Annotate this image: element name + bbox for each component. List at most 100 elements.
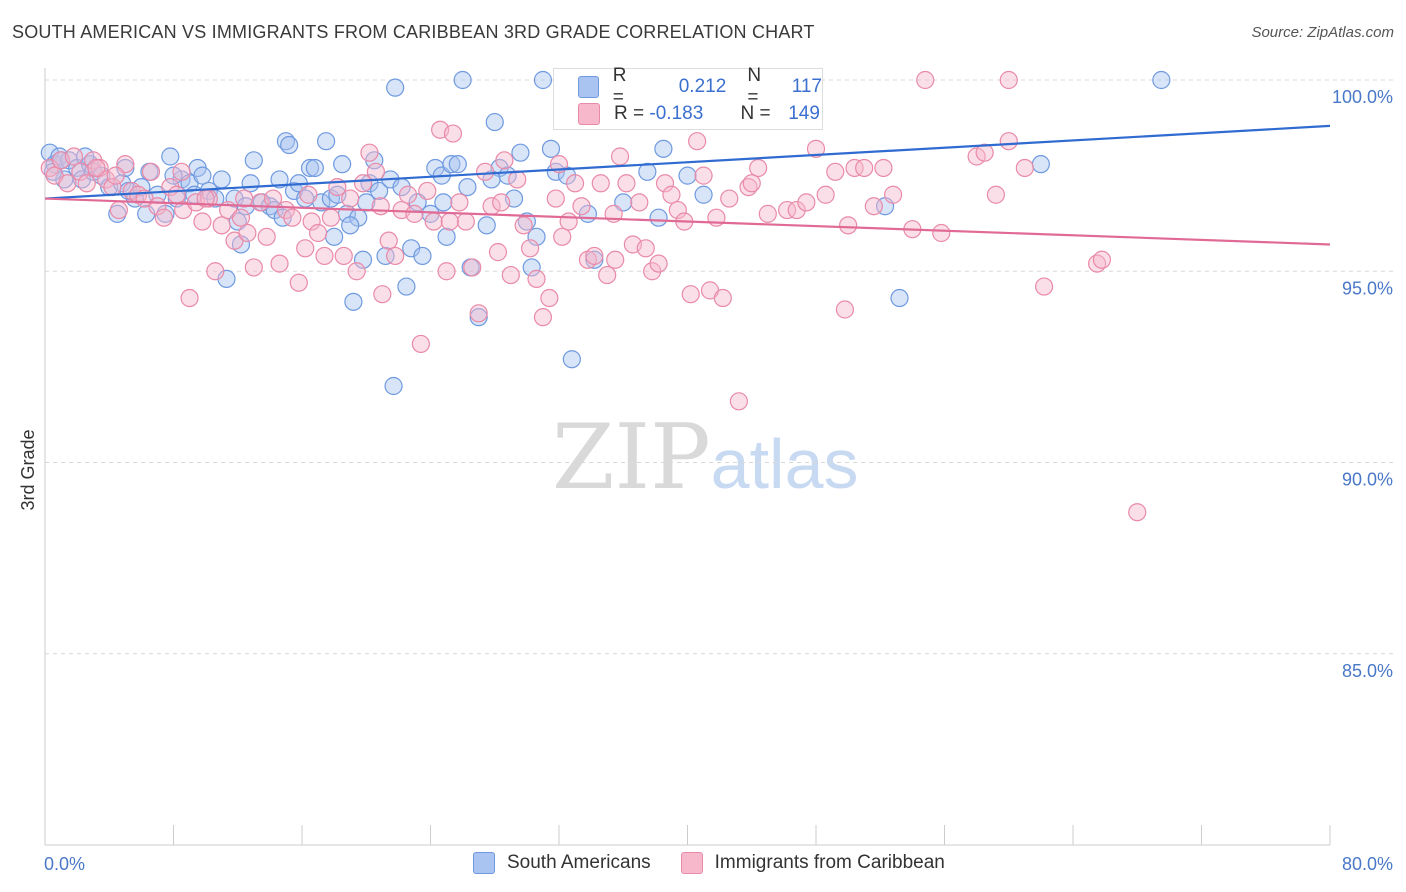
data-point: [559, 212, 578, 231]
tick-labels: 100.0% 95.0% 90.0% 85.0% 0.0% 80.0%: [44, 87, 1393, 874]
data-point: [270, 254, 289, 273]
data-point: [366, 162, 385, 181]
data-point: [443, 124, 463, 143]
data-point: [598, 265, 617, 285]
data-point: [398, 185, 418, 204]
data-point: [649, 208, 668, 227]
data-point: [572, 197, 591, 216]
data-point: [845, 158, 864, 178]
data-point: [553, 227, 572, 246]
source-note: Source: ZipAtlas.com: [1251, 24, 1394, 41]
data-point: [816, 185, 835, 204]
chart-title: SOUTH AMERICAN VS IMMIGRANTS FROM CARIBB…: [12, 22, 815, 42]
data-point: [495, 151, 514, 170]
data-point: [109, 200, 128, 220]
data-point: [1128, 503, 1147, 522]
data-point: [371, 197, 390, 216]
data-point: [527, 269, 546, 288]
data-point: [469, 304, 488, 323]
x-tick-label: 0.0%: [44, 854, 85, 874]
data-point: [477, 216, 496, 235]
data-point: [300, 158, 320, 178]
data-point: [458, 178, 477, 197]
legend-r-label: R =: [612, 65, 627, 108]
data-point: [541, 139, 561, 158]
data-point: [606, 250, 625, 269]
data-point: [694, 185, 713, 204]
data-point: [302, 212, 321, 231]
legend-item-south-americans: South Americans: [473, 852, 651, 874]
data-point: [424, 212, 443, 231]
data-point: [932, 223, 951, 243]
data-point: [334, 246, 353, 266]
data-point: [235, 189, 254, 208]
data-point: [916, 70, 935, 90]
data-point: [649, 254, 668, 273]
data-point: [797, 193, 816, 212]
data-point: [257, 227, 276, 246]
data-point: [321, 208, 341, 227]
data-point: [485, 112, 504, 132]
data-point: [386, 246, 405, 266]
data-point: [999, 132, 1018, 151]
data-point: [325, 227, 344, 246]
trend-lines: [44, 124, 1331, 246]
data-point: [341, 216, 360, 235]
data-point: [638, 162, 657, 181]
data-point: [617, 174, 636, 193]
data-point: [883, 185, 903, 204]
data-point: [826, 162, 845, 181]
data-point: [1034, 277, 1054, 296]
data-point: [270, 170, 289, 189]
legend-n-value: 149: [788, 103, 820, 124]
data-point: [305, 158, 324, 178]
data-point: [244, 258, 263, 277]
legend-label-south-americans: South Americans: [507, 852, 651, 873]
data-point: [585, 250, 604, 269]
data-point: [514, 216, 533, 235]
data-point: [353, 174, 373, 193]
data-point: [533, 308, 553, 327]
data-point: [508, 170, 527, 189]
data-point: [501, 265, 520, 285]
data-point: [1152, 70, 1171, 90]
y-tick-label: 85.0%: [1342, 661, 1393, 681]
data-point: [299, 185, 318, 204]
data-point: [476, 162, 495, 181]
data-point: [280, 135, 299, 155]
data-point: [384, 376, 403, 396]
trend-line: [44, 197, 1331, 246]
data-point: [999, 70, 1018, 90]
data-point: [106, 166, 125, 185]
data-point: [681, 285, 700, 304]
data-point: [244, 151, 263, 170]
data-point: [520, 239, 540, 258]
data-point: [386, 78, 405, 97]
data-point: [890, 288, 909, 308]
data-point: [116, 158, 135, 178]
data-point: [456, 212, 475, 231]
data-point: [344, 292, 363, 311]
legend-swatch-caribbean: [680, 852, 703, 874]
data-point: [87, 158, 106, 178]
data-point: [58, 174, 77, 193]
data-point: [678, 166, 697, 185]
data-point: [450, 193, 469, 212]
data-point: [463, 258, 482, 277]
data-point: [591, 174, 610, 193]
data-point: [289, 273, 308, 292]
watermark-zip: ZIP: [552, 405, 711, 510]
data-point: [655, 174, 675, 193]
data-point: [141, 162, 161, 181]
data-point: [442, 155, 461, 174]
y-axis-label: 3rd Grade: [18, 429, 38, 510]
y-tick-label: 95.0%: [1342, 278, 1393, 298]
legend-n-value: 117: [791, 76, 822, 97]
legend-label-caribbean: Immigrants from Caribbean: [714, 852, 945, 873]
data-point: [540, 288, 559, 308]
data-point: [206, 262, 225, 281]
data-point: [167, 185, 186, 204]
data-point: [654, 139, 673, 158]
data-point: [630, 193, 649, 212]
legend-swatch-south-americans: [473, 852, 495, 874]
